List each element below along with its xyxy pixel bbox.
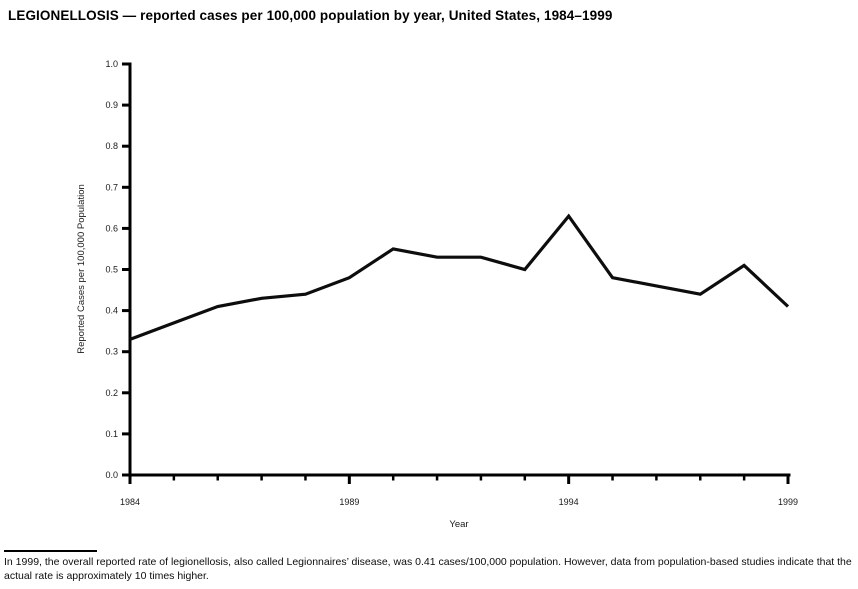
y-axis-title: Reported Cases per 100,000 Population <box>76 184 87 354</box>
y-tick-label: 0.1 <box>105 429 118 439</box>
footnote-text: In 1999, the overall reported rate of le… <box>4 556 852 582</box>
x-tick-label: 1984 <box>120 497 140 507</box>
y-tick-label: 0.7 <box>105 182 118 192</box>
y-tick-label: 0.5 <box>105 265 118 275</box>
chart-title: LEGIONELLOSIS — reported cases per 100,0… <box>8 8 613 23</box>
legionellosis-line-chart: 0.0 0.1 0.2 0.3 0.4 0.5 0.6 0.7 0.8 0.9 1.0 1984 198… <box>76 59 798 530</box>
x-axis-title: Year <box>449 519 468 530</box>
x-tick-label: 1989 <box>339 497 359 507</box>
y-tick-label: 1.0 <box>105 59 118 69</box>
y-tick-label: 0.3 <box>105 347 118 357</box>
y-tick-label: 0.0 <box>105 470 118 480</box>
y-tick-label: 0.9 <box>105 100 118 110</box>
x-tick-label: 1994 <box>559 497 579 507</box>
y-tick-label: 0.4 <box>105 306 118 316</box>
data-line-legionellosis <box>129 213 790 341</box>
footnote-divider <box>4 550 97 552</box>
y-tick-label: 0.6 <box>105 223 118 233</box>
x-tick-label: 1999 <box>778 497 798 507</box>
y-tick-label: 0.2 <box>105 388 118 398</box>
y-tick-label: 0.8 <box>105 141 118 151</box>
